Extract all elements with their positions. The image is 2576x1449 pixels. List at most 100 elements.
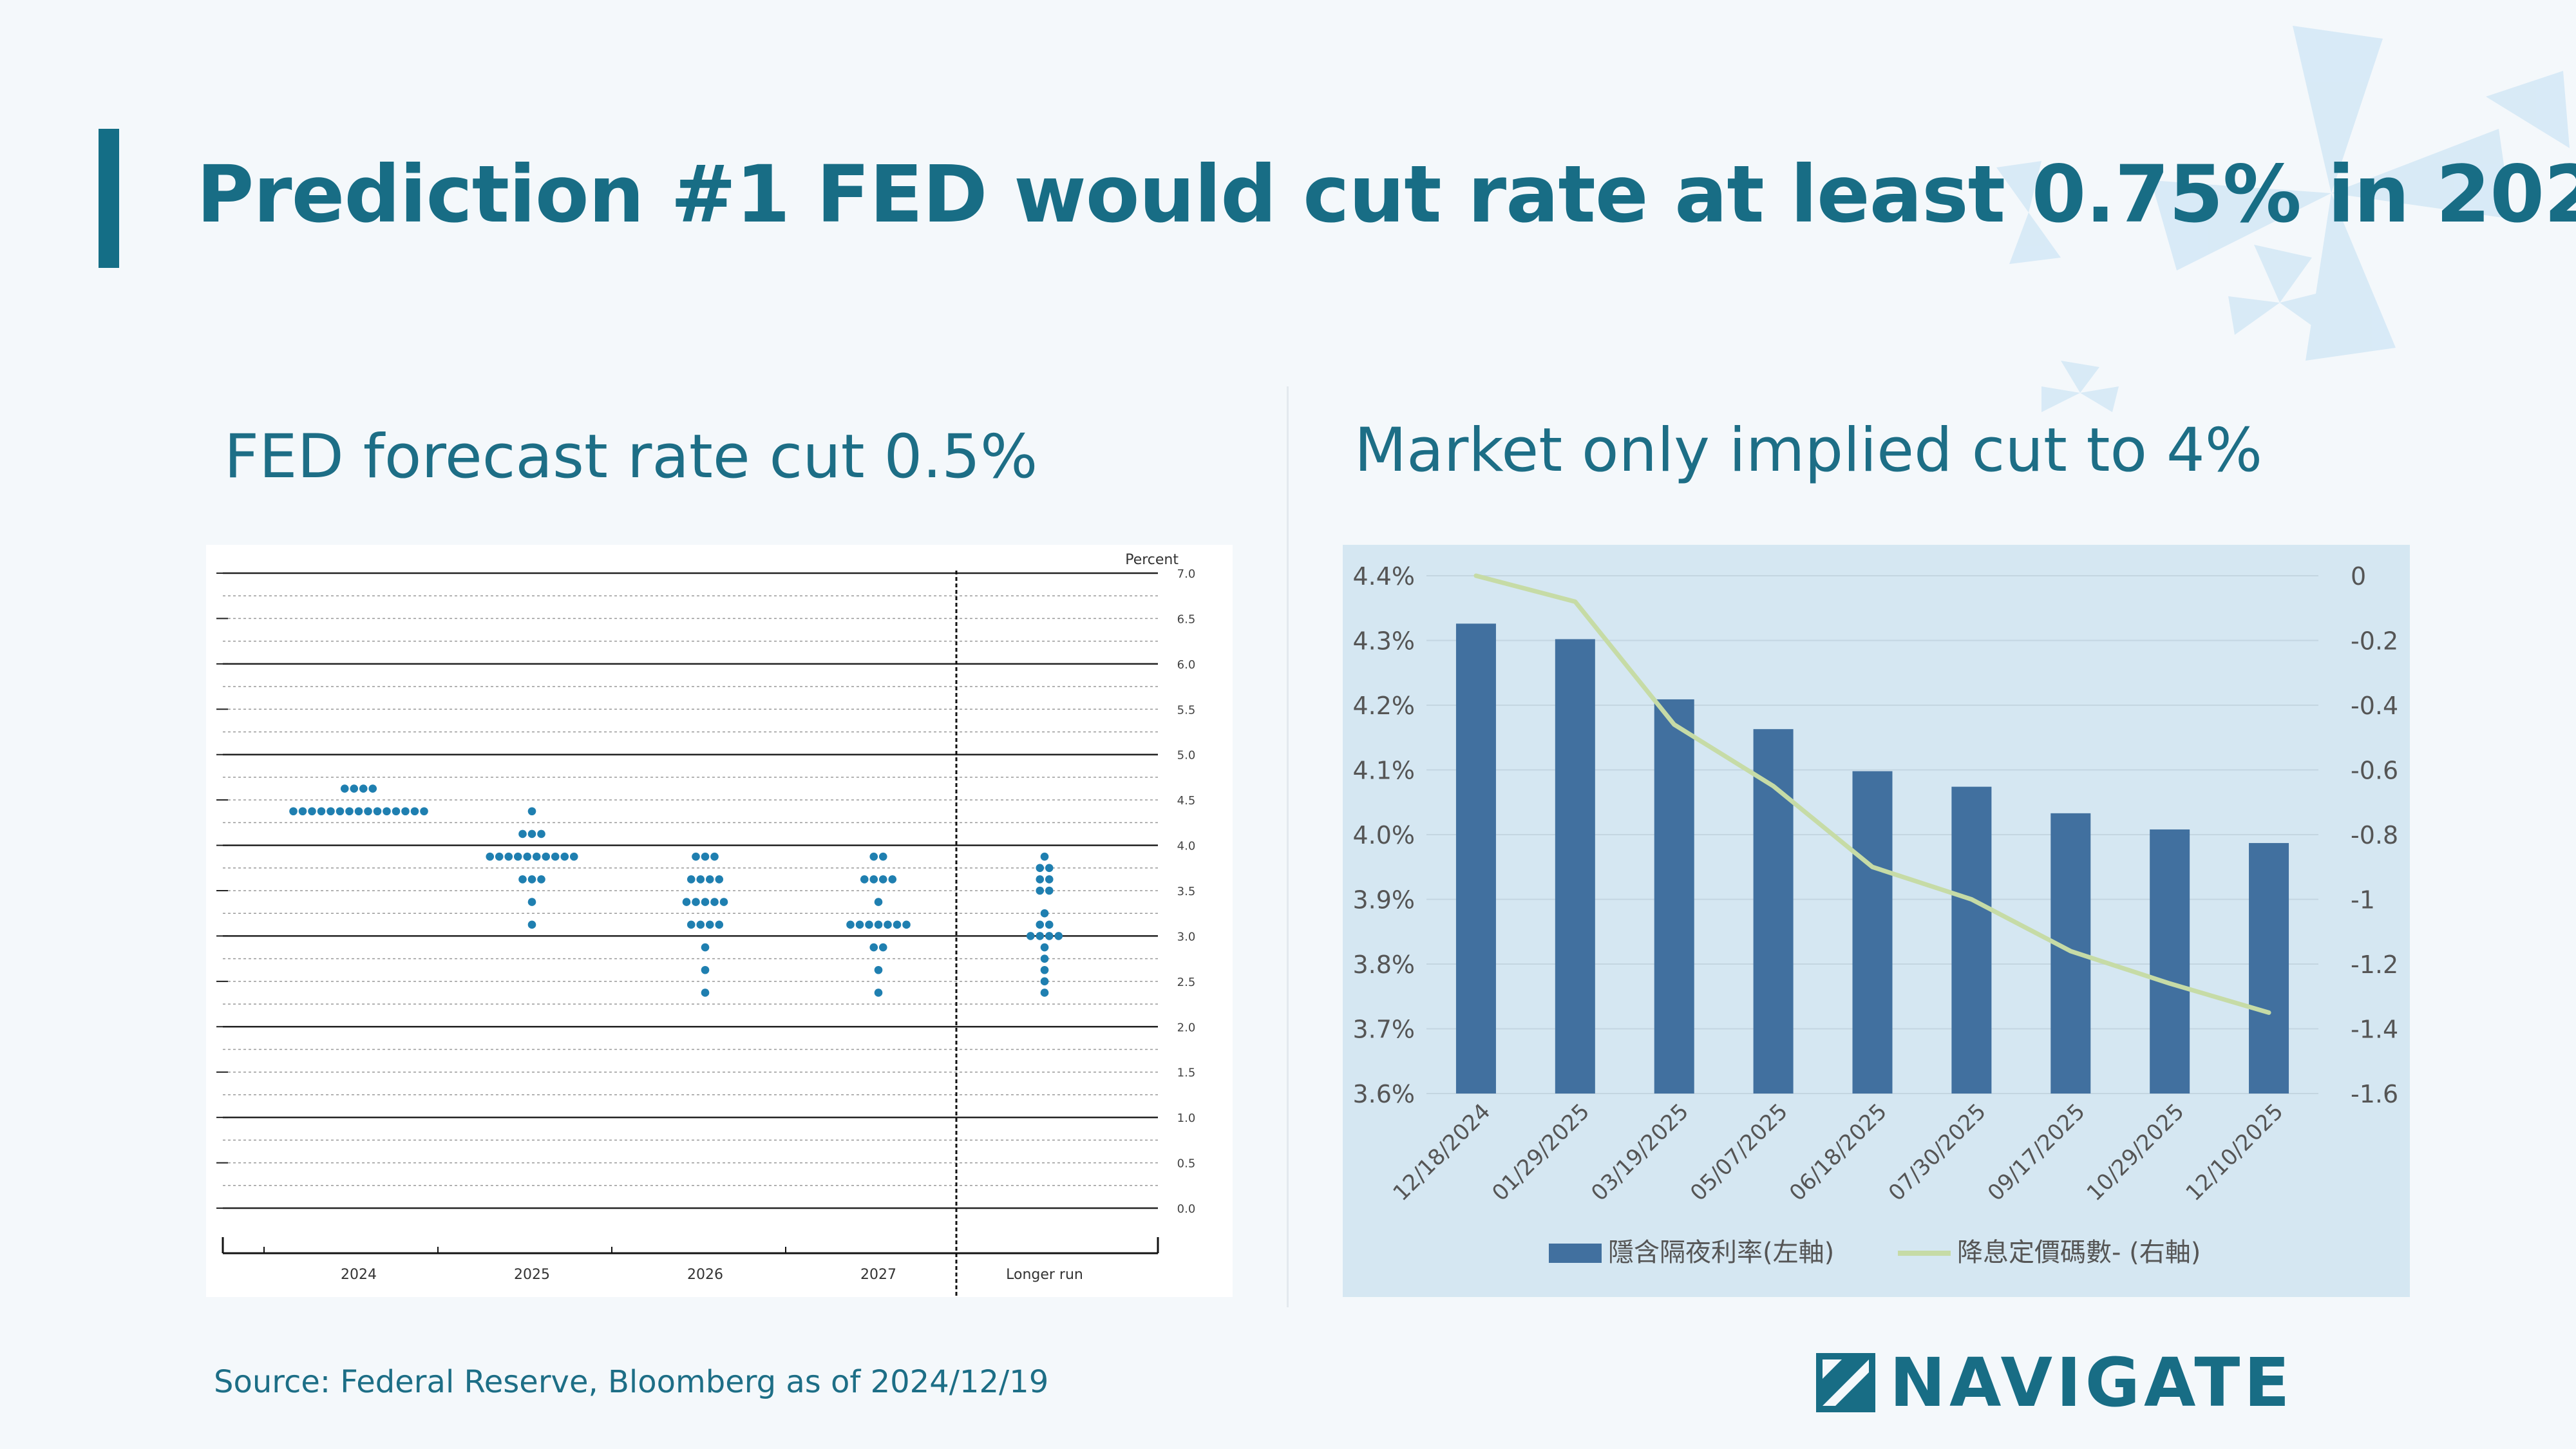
- market-bar: [2249, 843, 2289, 1094]
- column-divider: [1287, 386, 1289, 1307]
- dot-plot-dot: [1036, 886, 1045, 895]
- market-bar: [1555, 639, 1595, 1094]
- dot-plot-y-tick: 1.5: [1177, 1066, 1196, 1080]
- dot-plot-dot: [327, 807, 335, 816]
- dot-plot-dot: [1045, 886, 1054, 895]
- dot-plot-dot: [715, 875, 724, 884]
- dot-plot-dot: [710, 898, 719, 906]
- dot-plot-category-label: 2025: [514, 1267, 550, 1283]
- left-axis-tick: 3.9%: [1352, 886, 1415, 914]
- dot-plot-dot: [710, 852, 719, 861]
- dot-plot-dot: [350, 784, 359, 793]
- dot-plot-dot: [359, 784, 368, 793]
- title-accent-bar: [99, 129, 119, 268]
- dot-plot-dot: [410, 807, 419, 816]
- dot-plot-dot: [298, 807, 307, 816]
- market-x-tick-label: 12/18/2024: [1388, 1099, 1495, 1206]
- market-x-tick-label: 09/17/2025: [1983, 1099, 2090, 1206]
- dot-plot-dot: [1045, 875, 1054, 884]
- fed-dot-plot-panel: 7.0 6.5 6.0 5.5 5.0 4.5 4.0 3.5 3.0 2.5 2.0 1.5 1.0 0…: [206, 545, 1233, 1297]
- dot-plot-dot: [874, 898, 883, 906]
- left-axis-tick: 3.8%: [1352, 951, 1415, 979]
- market-bar: [1951, 786, 1992, 1094]
- dot-plot-dot: [1040, 943, 1049, 952]
- dot-plot-y-tick: 3.0: [1177, 930, 1196, 943]
- dot-plot-dot: [719, 898, 728, 906]
- left-axis-tick: 4.3%: [1352, 627, 1415, 656]
- dot-plot-dot: [537, 875, 545, 884]
- market-x-tick-label: 05/07/2025: [1685, 1099, 1793, 1206]
- dot-plot-dot: [687, 875, 696, 884]
- dot-plot-dot: [893, 920, 902, 929]
- dot-plot-dot: [1036, 864, 1045, 873]
- dot-plot-dot: [513, 852, 522, 861]
- dot-plot-dot: [902, 920, 911, 929]
- right-chart-subtitle: Market only implied cut to 4%: [1354, 415, 2263, 486]
- dot-plot-dot: [687, 920, 696, 929]
- dot-plot-dot: [527, 898, 536, 906]
- market-bar: [1455, 623, 1496, 1094]
- market-implied-chart: 4.4% 4.3% 4.2% 4.1% 4.0% 3.9% 3.8% 3.7% 3.6% 0 -0…: [1352, 562, 2398, 1267]
- dot-plot-dot: [860, 875, 869, 884]
- dot-plot-y-tick: 5.0: [1177, 749, 1196, 762]
- dot-plot-dot: [878, 943, 887, 952]
- rate-cut-line: [1473, 573, 2271, 1015]
- navigate-logo: NAVIGATE: [1816, 1347, 2293, 1418]
- dot-plot-dot: [715, 920, 724, 929]
- dot-plot-dot: [1045, 932, 1054, 940]
- dot-plot-dot: [401, 807, 410, 816]
- dot-plot-y-tick: 1.0: [1177, 1112, 1196, 1125]
- dot-plot-unit-label: Percent: [1125, 552, 1179, 568]
- dot-plot-dot: [884, 920, 892, 929]
- dot-plot-dot: [527, 920, 536, 929]
- dot-plot-dot: [392, 807, 401, 816]
- dot-plot-dot: [1040, 954, 1049, 963]
- dot-plot-dot: [340, 784, 349, 793]
- dot-plot-y-tick: 7.0: [1177, 567, 1196, 581]
- fed-dot-plot: 7.0 6.5 6.0 5.5 5.0 4.5 4.0 3.5 3.0 2.5 2.0 1.5 1.0 0…: [216, 552, 1196, 1297]
- dot-plot-dot: [527, 875, 536, 884]
- dot-plot-dot: [364, 807, 372, 816]
- dot-plot-dot: [527, 829, 536, 838]
- right-axis-tick: 0: [2351, 562, 2366, 591]
- dot-plot-dot: [701, 943, 710, 952]
- dot-plot-dot: [518, 829, 527, 838]
- dot-plot-dot: [368, 784, 377, 793]
- left-axis-tick: 4.0%: [1352, 821, 1415, 849]
- navigate-logo-text: NAVIGATE: [1889, 1343, 2294, 1422]
- source-note: Source: Federal Reserve, Bloomberg as of…: [214, 1364, 1049, 1400]
- dot-plot-dot: [682, 898, 691, 906]
- dot-plot-y-tick: 0.0: [1177, 1202, 1196, 1216]
- dot-plot-y-tick: 0.5: [1177, 1157, 1196, 1171]
- dot-plot-dot: [855, 920, 864, 929]
- dot-plot-dot: [1054, 932, 1063, 940]
- dot-plot-dot: [486, 852, 495, 861]
- market-x-tick-label: 07/30/2025: [1884, 1099, 1991, 1206]
- legend-bar-swatch: [1549, 1244, 1602, 1263]
- dot-plot-dot: [874, 920, 883, 929]
- left-axis-tick: 4.4%: [1352, 562, 1415, 591]
- dot-plot-dot: [345, 807, 354, 816]
- dot-plot-dot: [1040, 989, 1049, 997]
- market-bar: [1753, 729, 1794, 1094]
- market-x-tick-label: 01/29/2025: [1487, 1099, 1595, 1206]
- dot-plot-dot: [1036, 932, 1045, 940]
- left-axis-tick: 4.1%: [1352, 757, 1415, 785]
- dot-plot-dot: [289, 807, 298, 816]
- market-bar: [1852, 771, 1893, 1094]
- dot-plot-dot: [569, 852, 578, 861]
- dot-plot-dot: [1036, 875, 1045, 884]
- left-chart-subtitle: FED forecast rate cut 0.5%: [224, 422, 1038, 492]
- dot-plot-category-label: 2026: [687, 1267, 723, 1283]
- dot-plot-dot: [560, 852, 569, 861]
- dot-plot-dot: [692, 852, 700, 861]
- market-bar: [2150, 829, 2190, 1094]
- dot-plot-category-label: 2024: [341, 1267, 377, 1283]
- market-bar: [1654, 699, 1694, 1094]
- dot-plot-dot: [1040, 977, 1049, 986]
- dot-plot-dot: [696, 920, 705, 929]
- dot-plot-dot: [1045, 864, 1054, 873]
- dot-plot-dot: [551, 852, 560, 861]
- dot-plot-y-tick: 3.5: [1177, 885, 1196, 898]
- left-axis-tick: 3.6%: [1352, 1080, 1415, 1108]
